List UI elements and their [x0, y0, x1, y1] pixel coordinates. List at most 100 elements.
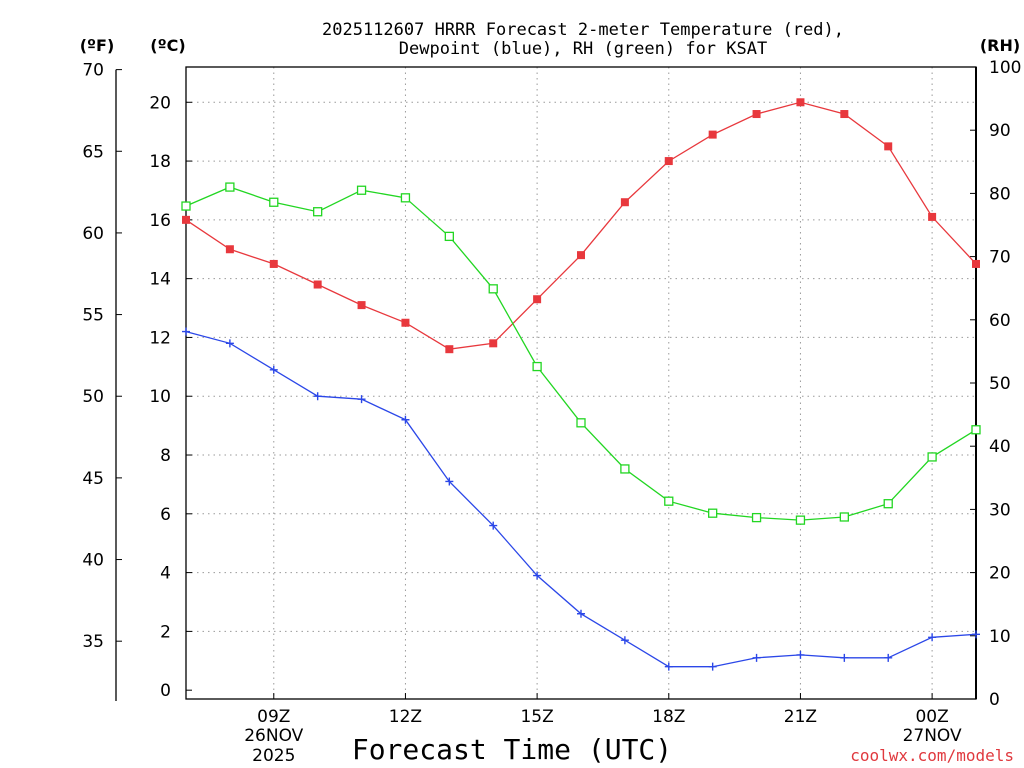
- dewpoint-point: [884, 653, 893, 662]
- dewpoint-point: [928, 633, 937, 642]
- fahrenheit-tick-label: 50: [82, 387, 104, 407]
- temperature-point: [357, 301, 366, 310]
- fahrenheit-tick-label: 40: [82, 551, 104, 571]
- dewpoint-point: [972, 630, 980, 639]
- dewpoint-point: [357, 395, 366, 404]
- x-tick-label: 15Z: [520, 707, 553, 727]
- rh-point: [269, 197, 279, 207]
- temperature-point: [225, 245, 234, 254]
- rh-tick-label: 50: [989, 374, 1011, 394]
- rh-point: [708, 508, 718, 518]
- dewpoint-point: [489, 521, 498, 530]
- celsius-tick-label: 20: [149, 93, 171, 113]
- temperature-point: [489, 339, 498, 348]
- rh-tick-label: 80: [989, 184, 1011, 204]
- celsius-tick-label: 0: [160, 681, 171, 701]
- temperature-point: [664, 157, 673, 166]
- celsius-tick-label: 4: [160, 564, 171, 584]
- temperature-point: [401, 318, 410, 327]
- celsius-tick-label: 18: [149, 152, 171, 172]
- dewpoint-point: [620, 636, 629, 645]
- x-date-label: 27NOV: [903, 726, 962, 746]
- dewpoint-point: [313, 392, 322, 401]
- rh-point: [620, 464, 630, 474]
- rh-point: [883, 499, 893, 509]
- temperature-point: [752, 110, 761, 119]
- chart-title-line-1: 2025112607 HRRR Forecast 2-meter Tempera…: [322, 20, 844, 40]
- celsius-tick-label: 2: [160, 622, 171, 642]
- temperature-point: [796, 98, 805, 107]
- fahrenheit-tick-label: 55: [82, 306, 104, 326]
- temperature-point: [884, 142, 893, 151]
- celsius-tick-label: 10: [149, 387, 171, 407]
- dewpoint-point: [752, 653, 761, 662]
- rh-point: [444, 231, 454, 242]
- temperature-line: [185, 101, 977, 350]
- axes-layer: 0 2 4 6 8 10 12 14 16 18 20 35 40 45 50 55 60 65 70 0 10 20 30…: [82, 58, 1021, 766]
- fahrenheit-tick-label: 60: [82, 224, 104, 244]
- temperature-point: [533, 295, 542, 304]
- celsius-tick-label: 14: [149, 270, 171, 290]
- rh-tick-label: 0: [989, 690, 1000, 710]
- x-year-label: 2025: [252, 746, 295, 766]
- temperature-point: [313, 280, 322, 289]
- rh-point: [971, 425, 981, 435]
- rh-tick-label: 40: [989, 437, 1011, 457]
- rh-point: [225, 182, 235, 192]
- rh-point: [356, 185, 367, 195]
- x-tick-label: 09Z: [257, 707, 290, 727]
- rh-point: [313, 207, 323, 217]
- fahrenheit-tick-label: 65: [82, 142, 104, 162]
- dewpoint-point: [708, 662, 717, 671]
- dewpoint-point: [401, 415, 410, 424]
- rh-point: [751, 512, 762, 523]
- dewpoint-point: [269, 365, 278, 374]
- dewpoint-point: [445, 477, 454, 486]
- celsius-tick-label: 12: [149, 328, 171, 348]
- dewpoint-point: [840, 653, 849, 662]
- fahrenheit-tick-label: 45: [82, 469, 104, 489]
- rh-point: [532, 361, 542, 372]
- temperature-point: [445, 345, 454, 354]
- x-axis-title: Forecast Time (UTC): [352, 733, 672, 766]
- rh-tick-label: 20: [989, 564, 1011, 584]
- temperature-point: [840, 110, 849, 119]
- temperature-point: [620, 198, 629, 207]
- fahrenheit-tick-label: 35: [82, 632, 104, 652]
- x-tick-label: 00Z: [915, 707, 948, 727]
- celsius-tick-label: 6: [160, 505, 171, 525]
- rh-tick-label: 90: [989, 121, 1011, 141]
- temperature-point: [577, 251, 585, 260]
- rh-unit-label: (RH): [980, 36, 1020, 55]
- rh-point: [400, 193, 411, 203]
- dewpoint-point: [577, 609, 585, 618]
- rh-tick-label: 30: [989, 500, 1011, 520]
- celsius-tick-label: 8: [160, 446, 171, 466]
- temperature-point: [269, 259, 278, 268]
- celsius-unit-label: (ºC): [150, 36, 185, 55]
- grid-layer: [186, 67, 976, 699]
- chart-title-line-2: Dewpoint (blue), RH (green) for KSAT: [399, 39, 767, 59]
- fahrenheit-tick-label: 70: [82, 61, 104, 81]
- dewpoint-point: [796, 650, 805, 659]
- dewpoint-point: [533, 571, 542, 580]
- temperature-point: [182, 215, 190, 224]
- plot-frame: [185, 66, 977, 700]
- dewpoint-point: [664, 662, 673, 671]
- rh-point: [576, 418, 586, 428]
- x-tick-label: 21Z: [784, 707, 817, 727]
- fahrenheit-unit-label: (ºF): [80, 36, 115, 55]
- rh-point: [927, 452, 937, 462]
- temperature-point: [708, 130, 717, 139]
- source-credit: coolwx.com/models: [850, 746, 1014, 765]
- rh-line: [185, 186, 977, 521]
- rh-tick-label: 10: [989, 627, 1011, 647]
- rh-tick-label: 100: [989, 58, 1021, 78]
- celsius-tick-label: 16: [149, 211, 171, 231]
- dewpoint-point: [182, 327, 190, 336]
- rh-point: [488, 284, 498, 294]
- x-tick-label: 18Z: [652, 707, 685, 727]
- rh-tick-label: 60: [989, 311, 1011, 331]
- rh-point: [795, 515, 806, 525]
